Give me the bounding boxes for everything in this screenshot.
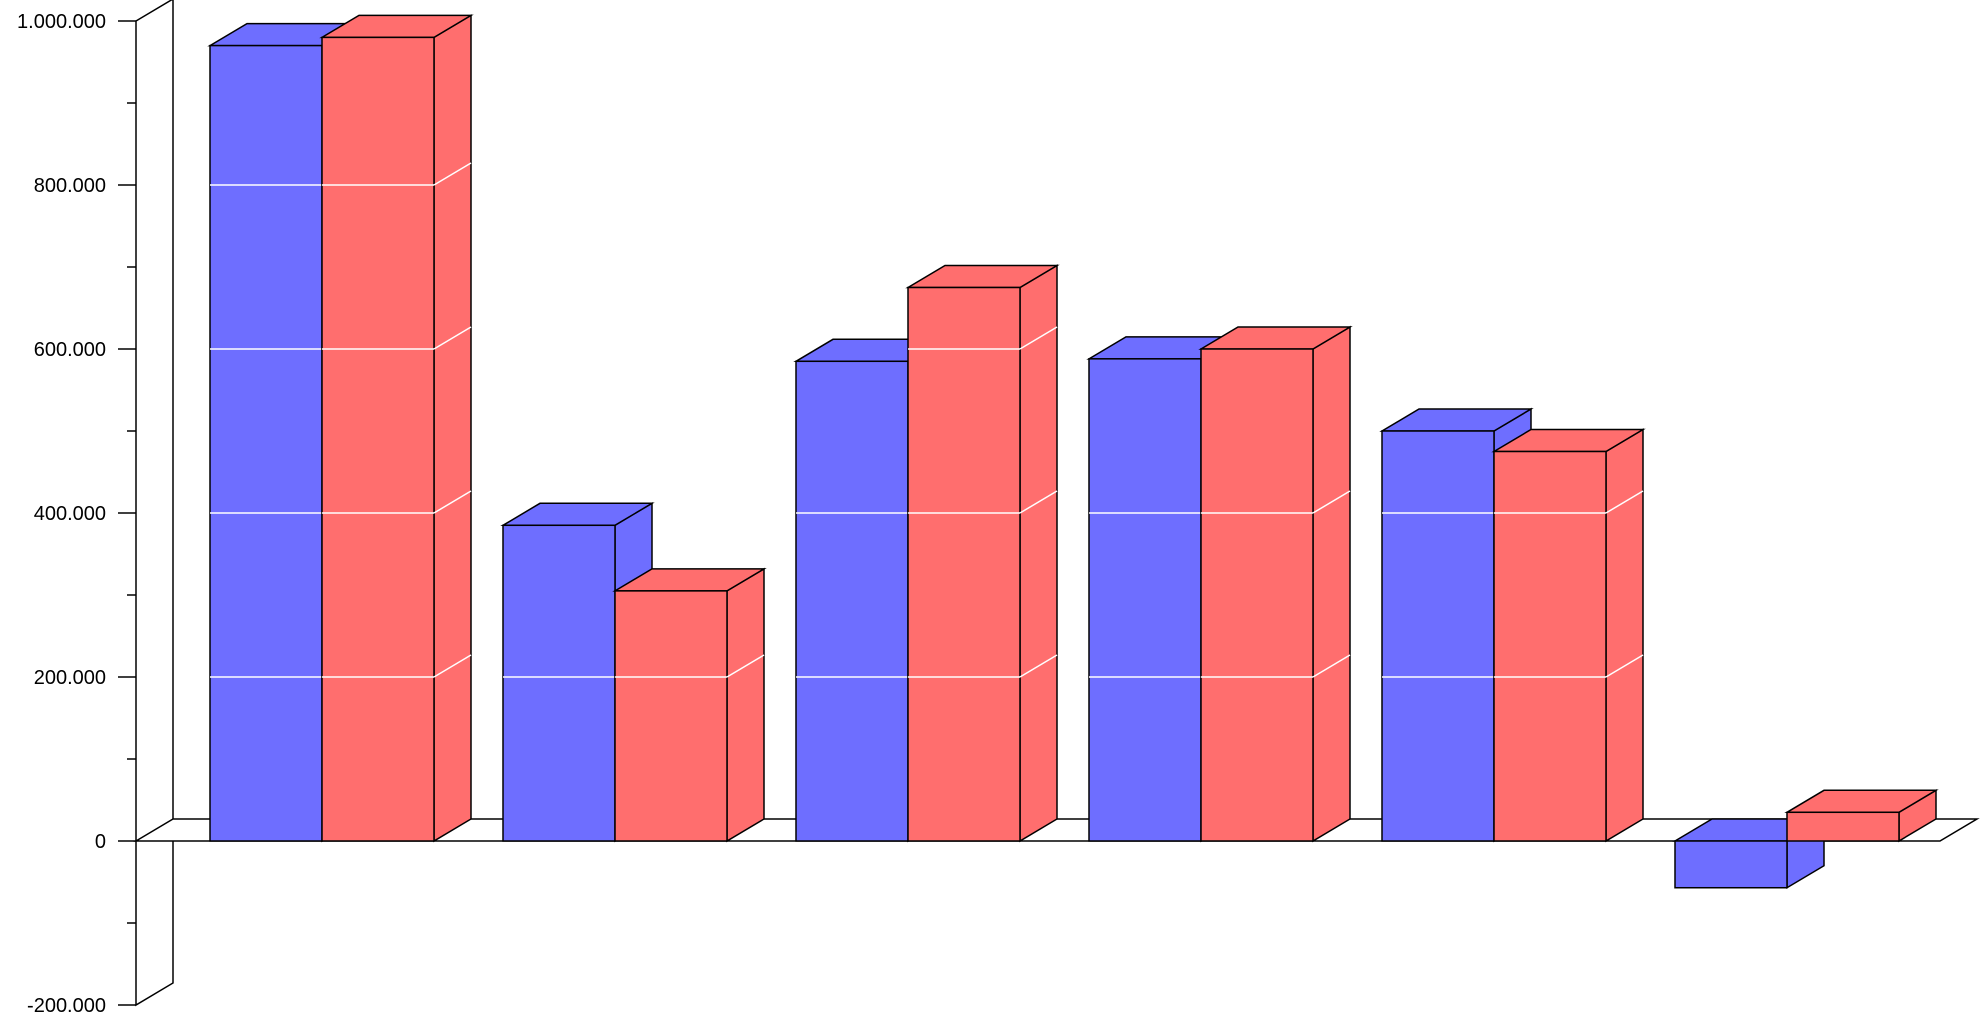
gridline-side (1019, 326, 1058, 350)
bar-series-group (207, 14, 1939, 890)
bar-s1-c4 (1491, 428, 1646, 843)
y-tick-label: 1.000.000 (17, 11, 106, 33)
gridline-side (433, 654, 472, 678)
bar-side-face (726, 567, 765, 843)
bar-front-face (795, 360, 909, 842)
gridline-side (433, 162, 472, 186)
gridline-side (726, 654, 765, 678)
bar-s1-c1 (612, 567, 767, 843)
y-tick-label: 800.000 (34, 175, 106, 197)
bar-front-face (321, 36, 435, 842)
gridline-side (433, 326, 472, 350)
bar-front-face (614, 590, 728, 842)
gridline-side (1312, 490, 1351, 514)
y-tick-label: 0 (95, 831, 106, 853)
bar-front-face (1786, 811, 1900, 842)
gridline-side (1019, 654, 1058, 678)
bar-front-face (907, 286, 1021, 842)
gridline-side (433, 490, 472, 514)
bar-s1-c5 (1784, 788, 1939, 843)
bar-side-face (1312, 325, 1351, 843)
bar-front-face (1381, 430, 1495, 842)
bar-side-face (433, 14, 472, 843)
bar-front-face (209, 44, 323, 842)
bar-front-face (1493, 450, 1607, 842)
y-tick-label: 200.000 (34, 667, 106, 689)
gridline-side (1605, 654, 1644, 678)
y-axis-wall (135, 0, 174, 1007)
bar-side-face (1605, 428, 1644, 843)
bar-front-face (1674, 840, 1788, 889)
y-tick-label: 400.000 (34, 503, 106, 525)
bar-s1-c3 (1198, 325, 1353, 843)
bar-side-face (1019, 264, 1058, 843)
gridline-side (1019, 490, 1058, 514)
bar-front-face (1200, 348, 1314, 842)
y-tick-label: 600.000 (34, 339, 106, 361)
bar-front-face (1088, 358, 1202, 842)
gridline-side (1605, 490, 1644, 514)
y-tick-label: -200.000 (27, 995, 106, 1017)
gridline-side (1312, 654, 1351, 678)
bar-s1-c0 (319, 14, 474, 843)
bar-front-face (502, 524, 616, 842)
bar-s1-c2 (905, 264, 1060, 843)
